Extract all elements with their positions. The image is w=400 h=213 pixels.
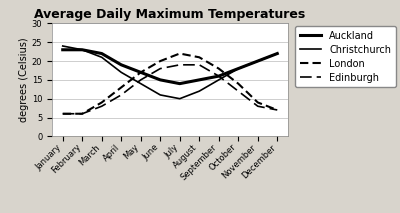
Edinburgh [60, 112, 65, 115]
Line: Edinburgh: Edinburgh [63, 65, 277, 114]
Line: Christchurch: Christchurch [63, 46, 277, 99]
London [80, 112, 85, 115]
Edinburgh [197, 63, 202, 66]
London [275, 109, 280, 111]
London [177, 52, 182, 55]
London [60, 112, 65, 115]
Auckland [138, 71, 143, 74]
Line: London: London [63, 53, 277, 114]
Auckland [99, 52, 104, 55]
Auckland [119, 63, 124, 66]
London [197, 56, 202, 59]
Christchurch [255, 60, 260, 62]
Auckland [275, 52, 280, 55]
Edinburgh [255, 105, 260, 108]
London [216, 67, 221, 70]
London [138, 71, 143, 74]
Auckland [80, 49, 85, 51]
London [236, 82, 241, 85]
Christchurch [60, 45, 65, 47]
Christchurch [138, 82, 143, 85]
Auckland [177, 82, 182, 85]
Edinburgh [158, 67, 163, 70]
Christchurch [236, 67, 241, 70]
London [158, 60, 163, 62]
Christchurch [275, 52, 280, 55]
Auckland [197, 79, 202, 81]
Auckland [60, 49, 65, 51]
Edinburgh [236, 90, 241, 92]
Christchurch [158, 94, 163, 96]
Christchurch [197, 90, 202, 92]
Legend: Auckland, Christchurch, London, Edinburgh: Auckland, Christchurch, London, Edinburg… [295, 26, 396, 87]
Auckland [158, 79, 163, 81]
London [255, 101, 260, 104]
Auckland [216, 75, 221, 77]
Title: Average Daily Maximum Temperatures: Average Daily Maximum Temperatures [34, 8, 306, 21]
Edinburgh [80, 112, 85, 115]
Auckland [236, 67, 241, 70]
Christchurch [80, 49, 85, 51]
Edinburgh [119, 94, 124, 96]
Edinburgh [177, 63, 182, 66]
Christchurch [99, 56, 104, 59]
Auckland [255, 60, 260, 62]
Christchurch [177, 97, 182, 100]
London [119, 86, 124, 89]
Edinburgh [138, 79, 143, 81]
Y-axis label: degrees (Celsius): degrees (Celsius) [19, 37, 29, 122]
Christchurch [119, 71, 124, 74]
Edinburgh [99, 105, 104, 108]
Edinburgh [275, 109, 280, 111]
London [99, 101, 104, 104]
Christchurch [216, 79, 221, 81]
Edinburgh [216, 75, 221, 77]
Line: Auckland: Auckland [63, 50, 277, 84]
